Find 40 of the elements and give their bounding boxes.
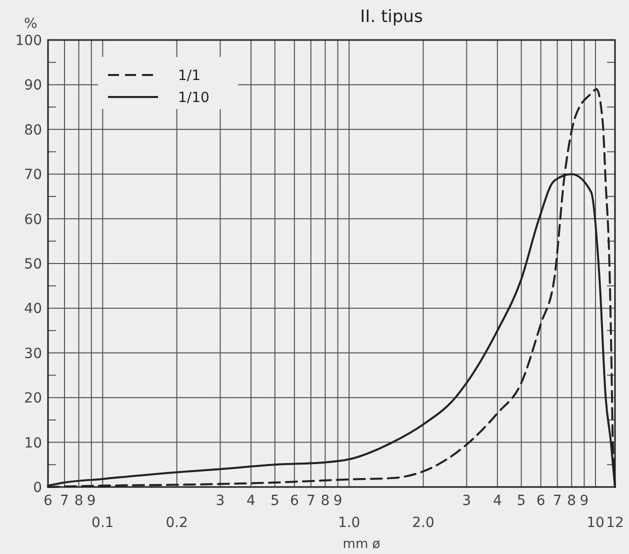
y-tick-label: 60: [24, 212, 42, 228]
x-tick-label: 0.1: [92, 515, 114, 531]
x-tick-label: 10: [586, 515, 604, 531]
x-tick-label: 12: [606, 515, 624, 531]
y-tick-label: 70: [24, 167, 42, 184]
text: 9: [580, 493, 589, 509]
text: 8: [567, 493, 576, 509]
text: 6: [290, 493, 299, 509]
legend-label: 1/10: [178, 90, 210, 106]
text: 3: [462, 493, 472, 509]
y-tick-label: 30: [24, 346, 42, 362]
text: 5: [516, 493, 526, 509]
legend-label: 1/1: [178, 68, 201, 84]
y-tick-label: 10: [24, 435, 42, 452]
text: 8: [320, 493, 330, 509]
y-tick-label: 20: [24, 390, 42, 407]
text: 5: [270, 493, 280, 509]
text: 7: [306, 493, 316, 509]
text: 9: [86, 493, 96, 509]
text: 9: [333, 493, 342, 509]
text: 6: [44, 493, 53, 509]
y-tick-label: 100: [15, 33, 42, 49]
text: 4: [246, 493, 256, 509]
y-tick-label: 90: [24, 78, 42, 94]
text: 4: [492, 493, 502, 509]
text: 8: [74, 493, 84, 509]
y-axis-title: %: [24, 16, 38, 32]
text: 7: [552, 493, 562, 509]
x-axis-title: mm ø: [342, 537, 380, 552]
y-tick-label: 80: [24, 122, 42, 138]
x-tick-label: 2.0: [412, 515, 434, 531]
x-tick-label: 0.2: [166, 515, 188, 531]
text: 6: [536, 493, 546, 509]
text: 7: [60, 493, 69, 509]
y-tick-label: 0: [33, 480, 42, 496]
y-tick-label: 40: [24, 301, 42, 318]
y-tick-label: 50: [24, 256, 42, 272]
chart-title: II. tipus: [360, 7, 423, 27]
x-tick-label: 1.0: [338, 515, 360, 531]
text: 3: [216, 493, 225, 509]
